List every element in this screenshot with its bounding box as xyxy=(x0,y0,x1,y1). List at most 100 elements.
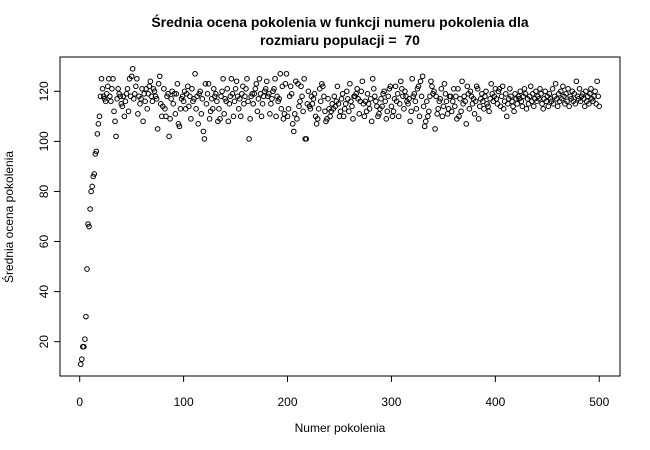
point xyxy=(447,93,454,100)
point xyxy=(249,91,255,97)
point xyxy=(91,171,98,177)
point xyxy=(235,106,242,112)
point xyxy=(186,103,192,110)
point xyxy=(203,101,210,107)
point xyxy=(137,101,143,107)
point xyxy=(289,121,296,127)
point xyxy=(325,96,331,102)
point xyxy=(204,91,211,97)
point xyxy=(214,98,220,105)
point xyxy=(84,266,90,272)
point xyxy=(401,106,407,112)
point xyxy=(530,103,537,110)
point xyxy=(354,85,360,92)
point xyxy=(82,336,88,342)
point xyxy=(493,96,500,102)
point xyxy=(527,83,534,90)
x-tick-label: 300 xyxy=(381,395,401,409)
point xyxy=(343,88,350,95)
point xyxy=(444,111,451,117)
point xyxy=(552,80,559,87)
point xyxy=(164,93,170,100)
y-tick-label: 80 xyxy=(37,184,51,198)
point xyxy=(277,70,284,77)
point xyxy=(81,343,87,350)
point xyxy=(400,93,406,100)
point xyxy=(262,85,269,92)
point xyxy=(573,78,580,85)
x-tick-label: 0 xyxy=(76,395,83,409)
point xyxy=(216,106,222,112)
point xyxy=(461,93,467,100)
point xyxy=(111,108,117,115)
point xyxy=(452,103,458,110)
point xyxy=(110,75,116,82)
point xyxy=(134,75,140,82)
point xyxy=(323,118,329,125)
point xyxy=(297,98,303,105)
point xyxy=(245,98,251,105)
point xyxy=(327,113,333,120)
point xyxy=(410,93,417,100)
point xyxy=(376,111,382,117)
point xyxy=(554,103,561,110)
point xyxy=(475,116,482,122)
x-tick-label: 400 xyxy=(485,395,505,409)
point xyxy=(162,106,168,112)
point xyxy=(346,108,352,115)
y-tick-label: 60 xyxy=(37,235,51,249)
point xyxy=(237,113,244,120)
point xyxy=(92,151,99,157)
point xyxy=(416,113,423,120)
point xyxy=(581,103,588,110)
point xyxy=(539,101,545,107)
point xyxy=(394,91,401,97)
y-tick-label: 100 xyxy=(37,131,51,151)
point xyxy=(433,93,439,100)
point xyxy=(135,111,141,117)
chart-title: Średnia ocena pokolenia w funkcji numeru… xyxy=(151,13,529,30)
point xyxy=(347,80,353,87)
point xyxy=(211,93,218,100)
point xyxy=(483,88,489,95)
point xyxy=(356,111,363,117)
point xyxy=(87,206,93,212)
point xyxy=(205,80,212,87)
point xyxy=(582,88,589,95)
point xyxy=(117,93,124,100)
point xyxy=(435,106,441,112)
point xyxy=(184,83,191,90)
point xyxy=(300,108,306,115)
point xyxy=(412,98,419,105)
point xyxy=(107,93,113,100)
point xyxy=(587,91,593,97)
point xyxy=(116,91,122,97)
point xyxy=(170,101,177,107)
point xyxy=(233,78,240,85)
point xyxy=(218,93,224,100)
point xyxy=(547,96,554,102)
point xyxy=(98,75,105,82)
point xyxy=(472,98,479,105)
point xyxy=(471,111,478,117)
point xyxy=(338,96,345,102)
point xyxy=(113,133,119,140)
point xyxy=(163,113,169,120)
point xyxy=(331,93,338,100)
point xyxy=(453,93,459,100)
point xyxy=(303,136,310,142)
point xyxy=(269,96,275,102)
point xyxy=(537,85,543,92)
x-axis-label: Numer pokolenia xyxy=(295,421,386,435)
point xyxy=(252,85,259,92)
point xyxy=(202,80,209,87)
point xyxy=(258,113,265,120)
point xyxy=(364,91,371,97)
point xyxy=(310,96,317,102)
point xyxy=(425,113,431,120)
point xyxy=(236,96,243,102)
point xyxy=(190,98,196,105)
point xyxy=(177,106,184,112)
point xyxy=(340,113,347,120)
